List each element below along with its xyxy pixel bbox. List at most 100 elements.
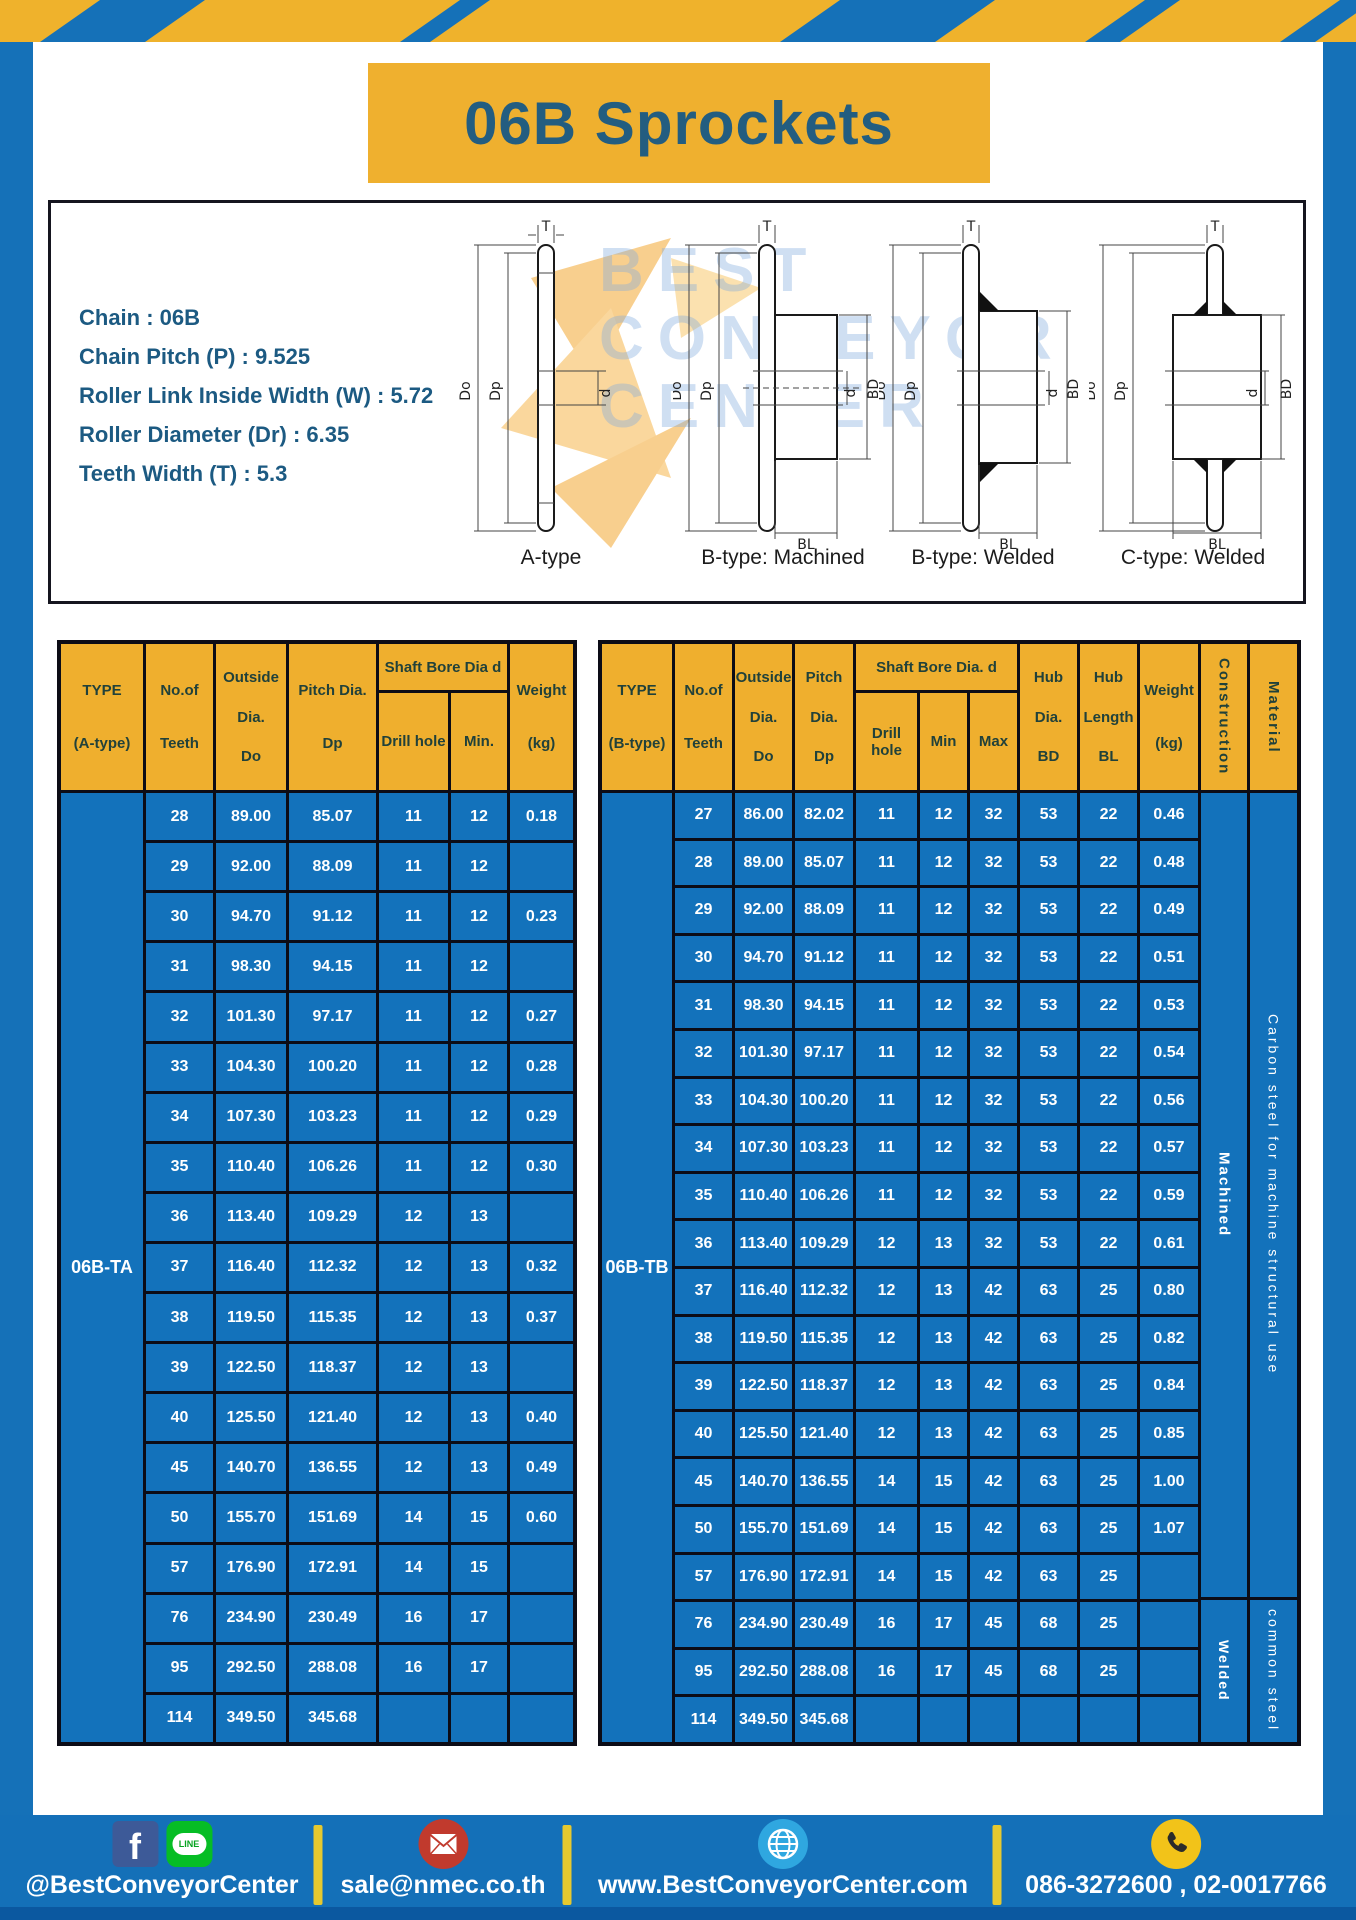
cell-outside-dia: 101.30 [216, 993, 286, 1041]
cell-drill-hole: 11 [856, 935, 917, 981]
cell-weight [510, 1344, 573, 1392]
cell-hub-length [1080, 1697, 1137, 1742]
svg-text:BD: BD [1066, 379, 1082, 399]
cell-drill-hole: 11 [856, 1078, 917, 1124]
cell-pitch-dia: 103.23 [289, 1093, 376, 1141]
footer-divider [562, 1825, 572, 1905]
cell-weight: 0.30 [510, 1143, 573, 1191]
cell-weight: 0.59 [1140, 1173, 1198, 1219]
footer-email[interactable]: sale@nmec.co.th [340, 1871, 546, 1899]
footer-social-handle[interactable]: @BestConveyorCenter [25, 1871, 299, 1899]
cell-outside-dia: 116.40 [216, 1243, 286, 1292]
cell-max [970, 1697, 1017, 1742]
cell-min: 17 [451, 1644, 507, 1692]
cell-drill-hole: 11 [379, 1043, 448, 1091]
cell-min [451, 1694, 507, 1742]
cell-outside-dia: 104.30 [216, 1043, 286, 1091]
cell-pitch-dia: 85.07 [289, 793, 376, 841]
cell-weight: 0.56 [1140, 1078, 1198, 1124]
caption-b-type-welded: B-type: Welded [911, 546, 1055, 569]
cell-hub-length: 25 [1080, 1316, 1137, 1362]
cell-hub-dia: 53 [1020, 793, 1077, 838]
cell-min: 13 [920, 1268, 967, 1314]
cell-min: 13 [920, 1316, 967, 1362]
cell-pitch-dia: 112.32 [795, 1268, 853, 1314]
cell-pitch-dia: 115.35 [289, 1294, 376, 1342]
cell-outside-dia: 94.70 [735, 935, 792, 981]
cell-outside-dia: 176.90 [735, 1554, 792, 1600]
cell-pitch-dia: 103.23 [795, 1126, 853, 1171]
cell-hub-dia: 68 [1020, 1602, 1077, 1647]
page-title: 06B Sprockets [464, 89, 894, 157]
cell-outside-dia: 107.30 [216, 1093, 286, 1141]
cell-teeth: 40 [675, 1411, 732, 1457]
stripe [0, 0, 100, 42]
cell-weight [1140, 1649, 1198, 1695]
cell-weight [510, 1594, 573, 1642]
spec-chain: Chain : 06B [79, 305, 201, 330]
cell-min: 12 [920, 1030, 967, 1076]
footer-phone-item: 086-3272600 , 02-0017766 [1025, 1819, 1327, 1900]
cell-hub-dia: 68 [1020, 1649, 1077, 1695]
cell-max: 32 [970, 1078, 1017, 1124]
footer-phone-numbers[interactable]: 086-3272600 , 02-0017766 [1025, 1871, 1327, 1899]
cell-drill-hole: 12 [379, 1344, 448, 1392]
cell-pitch-dia: 94.15 [795, 983, 853, 1028]
cell-teeth: 32 [675, 1030, 732, 1076]
col-header-pitch-dia: Pitch Dia. Dp [289, 644, 376, 790]
cell-outside-dia: 349.50 [216, 1694, 286, 1742]
phone-icon[interactable] [1150, 1819, 1201, 1869]
cell-min: 12 [920, 888, 967, 933]
cell-teeth: 45 [146, 1444, 213, 1492]
cell-weight [510, 843, 573, 891]
cell-pitch-dia: 112.32 [289, 1243, 376, 1292]
a-type-table-body: 06B-TA 28 89.00 85.07 11 12 0.18 29 92. [61, 793, 573, 1742]
cell-weight: 0.46 [1140, 793, 1198, 838]
cell-max: 42 [970, 1268, 1017, 1314]
cell-max: 32 [970, 935, 1017, 981]
svg-text:T: T [541, 219, 551, 235]
svg-text:BL: BL [999, 537, 1017, 549]
cell-pitch-dia: 172.91 [795, 1554, 853, 1600]
cell-teeth: 34 [675, 1126, 732, 1171]
cell-pitch-dia: 97.17 [795, 1030, 853, 1076]
cell-min: 12 [920, 793, 967, 838]
material-common-steel-cell: common steel [1250, 1600, 1297, 1742]
cell-weight: 0.57 [1140, 1126, 1198, 1171]
cell-min: 12 [920, 935, 967, 981]
footer-website[interactable]: www.BestConveyorCenter.com [597, 1871, 969, 1899]
cell-teeth: 31 [675, 983, 732, 1028]
cell-teeth: 95 [146, 1644, 213, 1692]
cell-outside-dia: 110.40 [216, 1143, 286, 1191]
cell-teeth: 29 [675, 888, 732, 933]
cell-min: 13 [451, 1294, 507, 1342]
facebook-icon[interactable]: f [112, 1821, 158, 1867]
cell-teeth: 31 [146, 943, 213, 991]
cell-drill-hole: 11 [856, 793, 917, 838]
cell-pitch-dia: 88.09 [795, 888, 853, 933]
cell-pitch-dia: 345.68 [795, 1697, 853, 1742]
svg-text:d: d [1045, 389, 1061, 398]
cell-drill-hole: 11 [856, 1173, 917, 1219]
col-header-construction: Construction [1201, 644, 1247, 790]
email-icon[interactable] [417, 1819, 468, 1869]
svg-text:BL: BL [1208, 537, 1226, 549]
cell-teeth: 37 [146, 1243, 213, 1292]
a-type-table: TYPE (A-type) No.of Teeth Outside Dia. D… [57, 640, 577, 1746]
footer-bottom-strip [0, 1907, 1356, 1920]
line-icon[interactable]: LINE [166, 1821, 212, 1867]
cell-weight: 0.40 [510, 1394, 573, 1442]
chain-spec-block: Chain : 06B Chain Pitch (P) : 9.525 Roll… [79, 298, 433, 493]
cell-weight: 0.51 [1140, 935, 1198, 981]
globe-icon[interactable] [757, 1819, 808, 1869]
cell-min: 12 [920, 1126, 967, 1171]
cell-teeth: 38 [146, 1294, 213, 1342]
a-type-table-header: TYPE (A-type) No.of Teeth Outside Dia. D… [61, 644, 573, 790]
cell-min: 12 [920, 983, 967, 1028]
cell-pitch-dia: 97.17 [289, 993, 376, 1041]
top-decorative-bar [0, 0, 1356, 42]
cell-teeth: 95 [675, 1649, 732, 1695]
cell-hub-dia: 63 [1020, 1411, 1077, 1457]
cell-hub-length: 25 [1080, 1506, 1137, 1552]
